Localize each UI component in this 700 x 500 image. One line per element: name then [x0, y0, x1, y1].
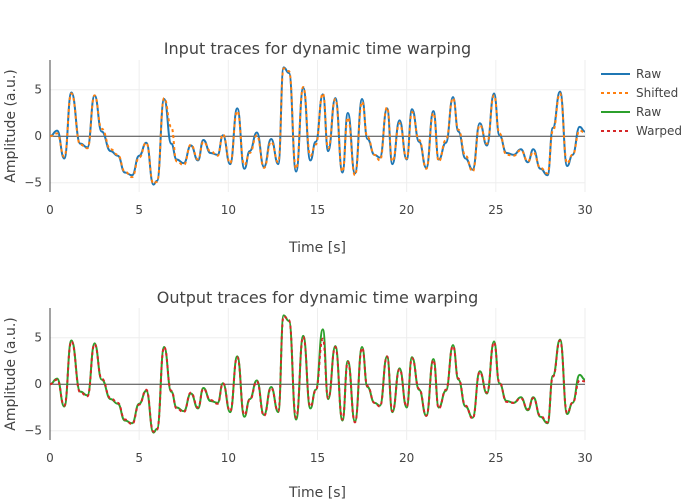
x-tick-label: 30 — [577, 451, 592, 465]
y-axis-label: Amplitude (a.u.) — [3, 317, 19, 430]
chart-title: Input traces for dynamic time warping — [164, 39, 471, 58]
y-tick-label: −5 — [24, 176, 42, 190]
y-tick-label: 5 — [34, 83, 42, 97]
x-axis-label: Time [s] — [288, 485, 346, 500]
x-tick-label: 20 — [399, 203, 414, 217]
y-tick-label: −5 — [24, 424, 42, 438]
y-tick-label: 0 — [34, 129, 42, 143]
x-tick-label: 25 — [488, 203, 503, 217]
x-tick-label: 10 — [221, 203, 236, 217]
x-tick-label: 10 — [221, 451, 236, 465]
chart-title: Output traces for dynamic time warping — [157, 288, 479, 307]
x-tick-label: 15 — [310, 203, 325, 217]
x-tick-label: 5 — [135, 451, 143, 465]
subplot-2: Output traces for dynamic time warping 0 5… — [3, 288, 593, 500]
series-line-shifted — [50, 67, 585, 185]
legend-label[interactable]: Shifted — [636, 86, 678, 100]
y-axis-label: Amplitude (a.u.) — [3, 69, 19, 182]
x-tick-label: 20 — [399, 451, 414, 465]
x-tick-label: 25 — [488, 451, 503, 465]
x-axis-label: Time [s] — [288, 240, 346, 256]
x-tick-label: 30 — [577, 203, 592, 217]
x-tick-label: 0 — [46, 451, 54, 465]
legend-label[interactable]: Warped — [636, 124, 682, 138]
subplot-1: Input traces for dynamic time warping 0 5 1… — [3, 39, 593, 256]
series-line-warped — [50, 315, 585, 433]
x-tick-label: 0 — [46, 203, 54, 217]
legend-label[interactable]: Raw — [636, 105, 661, 119]
y-tick-label: 0 — [34, 377, 42, 391]
x-tick-label: 15 — [310, 451, 325, 465]
x-tick-label: 5 — [135, 203, 143, 217]
y-tick-label: 5 — [34, 331, 42, 345]
legend-label[interactable]: Raw — [636, 67, 661, 81]
